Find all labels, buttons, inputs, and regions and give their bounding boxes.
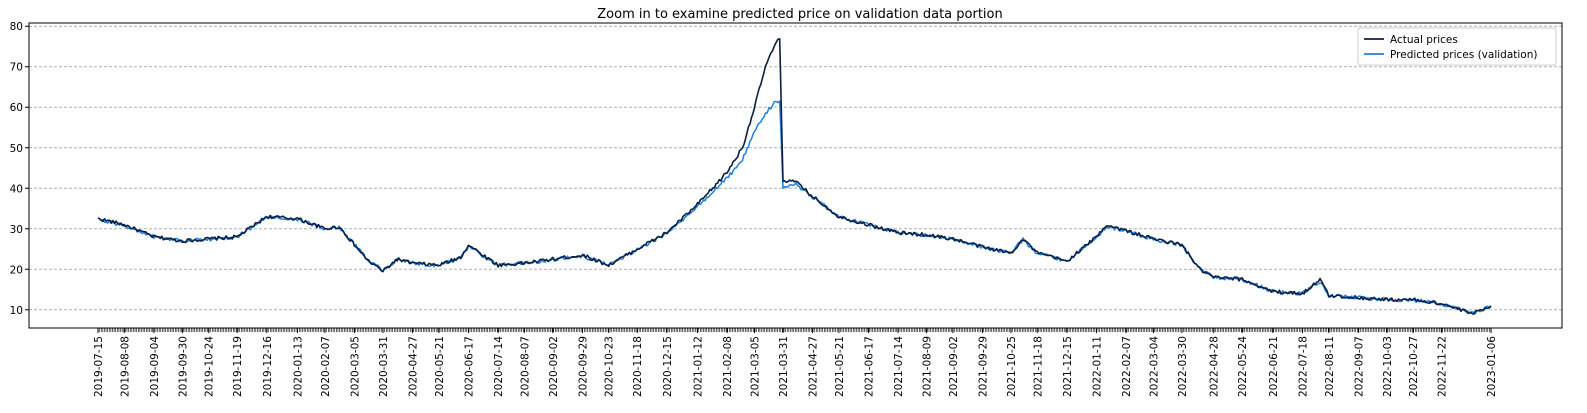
- legend-label: Predicted prices (validation): [1390, 49, 1537, 61]
- legend-label: Actual prices: [1390, 34, 1458, 46]
- x-tick-label: 2022-03-30: [1177, 336, 1189, 397]
- x-tick-label: 2021-02-08: [722, 336, 734, 397]
- x-tick-label: 2022-06-21: [1268, 336, 1280, 397]
- plot-frame: [28, 22, 1563, 329]
- x-tick-label: 2022-10-03: [1382, 336, 1394, 397]
- x-tick-label: 2021-04-27: [808, 336, 820, 397]
- x-tick-label: 2022-10-27: [1408, 336, 1420, 397]
- x-tick-label: 2022-03-04: [1148, 336, 1160, 397]
- x-tick-label: 2023-01-06: [1486, 336, 1498, 397]
- x-tick-label: 2021-06-17: [863, 336, 875, 397]
- x-tick-label: 2022-08-11: [1324, 336, 1336, 397]
- x-tick-label: 2022-07-18: [1297, 336, 1309, 397]
- y-tick-label: 20: [10, 264, 23, 276]
- x-tick-label: 2020-12-15: [662, 336, 674, 397]
- x-tick-label: 2019-09-04: [149, 336, 161, 397]
- y-tick-label: 70: [10, 62, 23, 74]
- x-tick-label: 2020-09-02: [548, 336, 560, 397]
- x-tick-label: 2020-03-05: [349, 336, 361, 397]
- x-tick-label: 2022-11-22: [1437, 336, 1449, 397]
- x-tick-label: 2022-05-24: [1237, 336, 1249, 397]
- grid-lines: [29, 25, 1562, 311]
- x-tick-label: 2020-05-21: [434, 336, 446, 397]
- y-tick-label: 50: [10, 143, 23, 155]
- x-tick-label: 2022-01-11: [1091, 336, 1103, 397]
- x-tick-label: 2020-11-18: [632, 336, 644, 397]
- x-tick-label: 2019-10-24: [204, 336, 216, 397]
- x-tick-label: 2019-07-15: [93, 336, 105, 397]
- x-tick-label: 2022-02-07: [1121, 336, 1133, 397]
- x-tick-label: 2021-09-29: [977, 336, 989, 397]
- series-lines: [97, 38, 1492, 315]
- x-tick-label: 2020-07-14: [493, 336, 505, 397]
- x-tick-label: 2021-05-21: [834, 336, 846, 397]
- series-line-actual: [97, 38, 1492, 315]
- chart-title: Zoom in to examine predicted price on va…: [597, 7, 1002, 22]
- x-tick-label: 2019-11-19: [232, 336, 244, 397]
- x-tick-label: 2021-10-25: [1006, 336, 1018, 397]
- x-tick-label: 2020-02-07: [320, 336, 332, 397]
- x-tick-label: 2021-03-05: [749, 336, 761, 397]
- x-tick-label: 2020-10-23: [604, 336, 616, 397]
- x-tick-label: 2021-01-12: [693, 336, 705, 397]
- x-tick-label: 2019-12-16: [262, 336, 274, 397]
- y-tick-label: 30: [10, 224, 23, 236]
- x-tick-label: 2020-03-31: [378, 336, 390, 397]
- x-tick-label: 2020-06-17: [463, 336, 475, 397]
- y-tick-label: 60: [10, 102, 23, 114]
- y-axis: 10 20 30 40 50 60 70 80: [10, 21, 29, 317]
- x-tick-label: 2020-01-13: [292, 336, 304, 397]
- x-tick-label: 2019-09-30: [177, 336, 189, 397]
- legend-box: [1357, 27, 1557, 66]
- x-tick-label: 2021-07-14: [893, 336, 905, 397]
- x-tick-label: 2021-08-09: [922, 336, 934, 397]
- x-tick-label: 2021-12-15: [1062, 336, 1074, 397]
- x-tick-label: 2021-03-31: [778, 336, 790, 397]
- x-tick-label: 2021-09-02: [948, 336, 960, 397]
- legend: Actual prices Predicted prices (validatio…: [1357, 27, 1557, 66]
- x-tick-label: 2019-08-08: [119, 336, 131, 397]
- x-tick-label: 2020-04-27: [408, 336, 420, 397]
- x-tick-label: 2020-08-07: [519, 336, 531, 397]
- y-tick-label: 40: [10, 183, 23, 195]
- x-tick-label: 2022-09-07: [1353, 336, 1365, 397]
- x-tick-label: 2020-09-29: [577, 336, 589, 397]
- y-tick-label: 80: [10, 21, 23, 33]
- x-tick-label: 2022-04-28: [1209, 336, 1221, 397]
- y-tick-label: 10: [10, 305, 23, 317]
- x-tick-label: 2021-11-18: [1032, 336, 1044, 397]
- x-axis-ticks: 2019-07-15 2019-08-08 2019-09-04 2019-09-30…: [93, 328, 1498, 397]
